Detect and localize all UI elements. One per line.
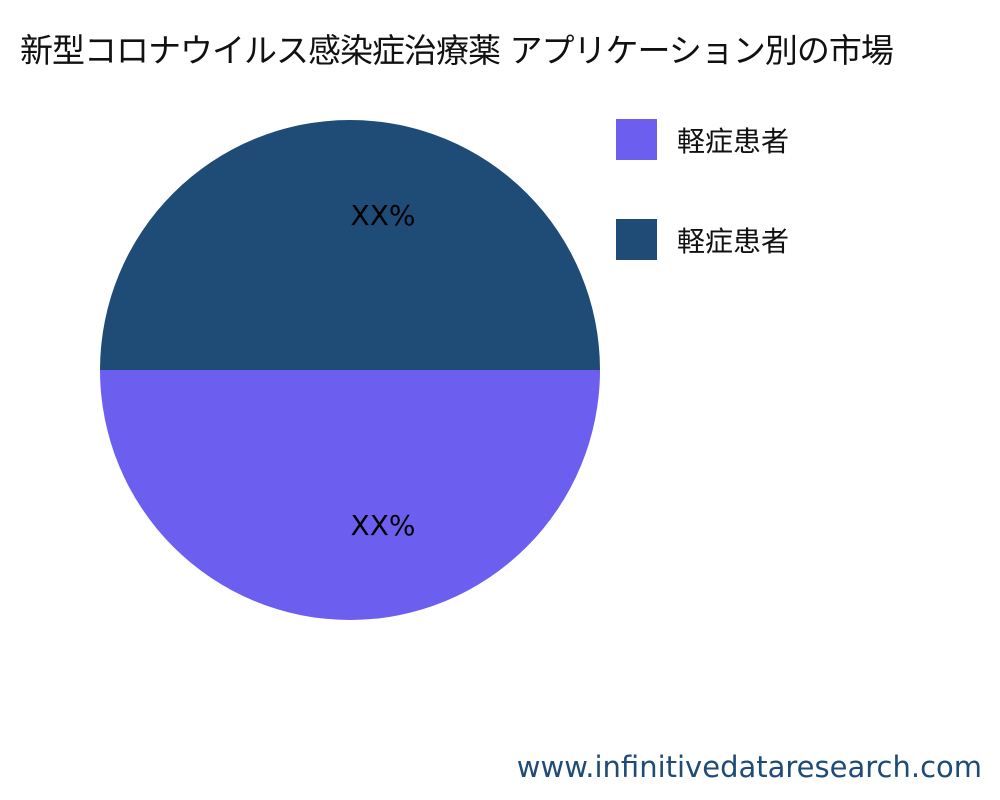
slice-label: XX% [351,199,416,232]
legend-item: 軽症患者 [616,219,789,260]
pie-slice [100,120,600,370]
pie-slice [100,370,600,620]
slice-label: XX% [351,509,416,542]
legend-label: 軽症患者 [677,124,790,158]
legend-item: 軽症患者 [616,119,789,160]
legend-label: 軽症患者 [677,224,790,258]
chart-title: 新型コロナウイルス感染症治療薬 アプリケーション別の市場 [20,31,894,70]
footer-url[interactable]: www.infinitivedataresearch.com [516,750,982,784]
legend-swatch [616,119,657,160]
legend-swatch [616,219,657,260]
